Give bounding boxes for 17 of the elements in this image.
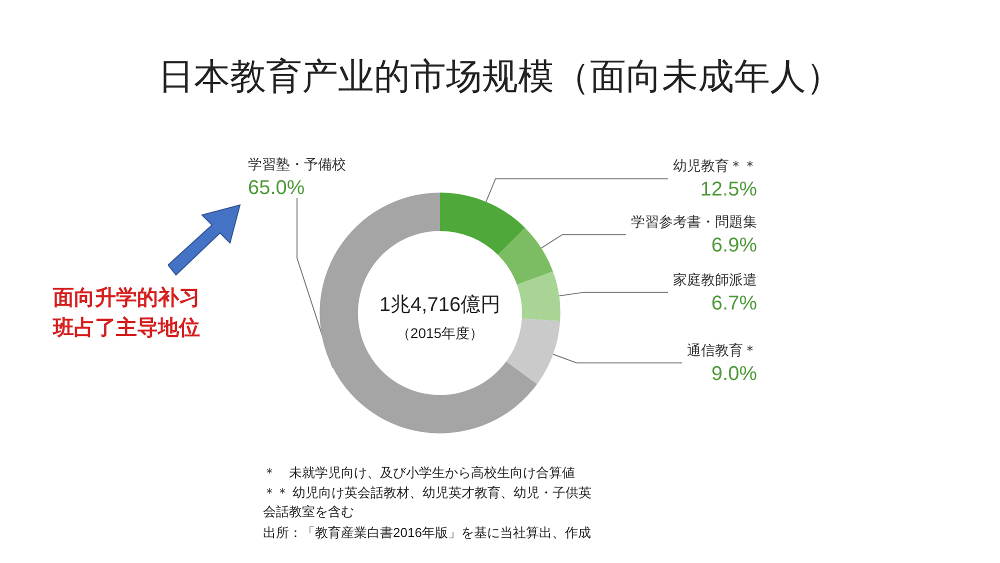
data-label: 6.7%: [711, 292, 758, 314]
chart-title: 日本教育产业的市场规模（面向未成年人）: [158, 56, 842, 96]
text: （2015年度）: [396, 325, 484, 341]
text: 1兆4,716億円: [379, 294, 501, 316]
data-label: 65.0%: [248, 177, 305, 199]
text: ＊＊ 幼児向け英会話教材、幼児英才教育、幼児・子供英会話教室を含む: [263, 485, 592, 519]
slice-label: 通信教育＊: [687, 342, 757, 358]
text: 面向升学的补习班占了主导地位: [52, 286, 200, 340]
slice-label: 学習塾・予備校: [248, 156, 346, 172]
data-label: 6.9%: [711, 234, 758, 257]
slice-label: 家庭教師派遣: [673, 271, 757, 288]
data-label: 9.0%: [711, 362, 758, 385]
slice-label: 学習参考書・問題集: [631, 214, 757, 230]
text: ＊ 未就学児向け、及び小学生から高校生向け合算値: [263, 465, 575, 480]
slice-label: 幼児教育＊＊: [673, 158, 757, 174]
data-label: 12.5%: [700, 178, 758, 201]
text: 出所：「教育産業白書2016年版」を基に当社算出、作成: [263, 525, 591, 540]
